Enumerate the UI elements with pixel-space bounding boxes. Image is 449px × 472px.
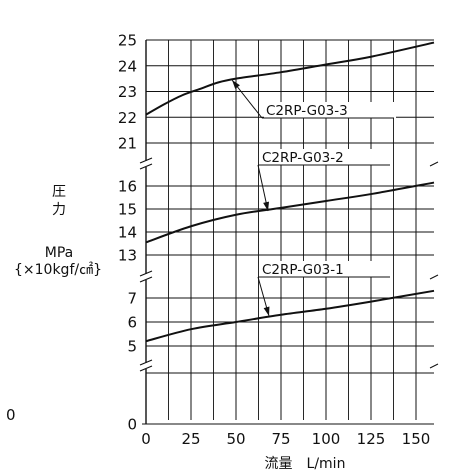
x-tick-label: 0 bbox=[141, 430, 151, 448]
series-leader-arrow bbox=[263, 201, 270, 211]
grid bbox=[145, 39, 434, 425]
series-label-bg bbox=[260, 149, 392, 165]
x-axis-label: 流量 L/min bbox=[265, 456, 346, 472]
axis-break-mark bbox=[139, 163, 153, 170]
y-tick-label: 15 bbox=[118, 201, 137, 219]
axes bbox=[139, 40, 439, 425]
y-axis-unit-alt: {×10kgf/㎠} bbox=[14, 262, 102, 278]
y-tick-label: 22 bbox=[118, 109, 137, 127]
x-tick-label: 25 bbox=[181, 430, 200, 448]
left-zero-label: 0 bbox=[6, 406, 16, 424]
y-tick-label: 7 bbox=[127, 290, 137, 308]
axis-break-mark bbox=[139, 359, 153, 366]
y-axis-label-line1: 圧 bbox=[52, 184, 66, 200]
axis-break-mark bbox=[139, 276, 153, 283]
series bbox=[145, 41, 435, 343]
series-label: C2RP-G03-1 bbox=[262, 262, 344, 278]
axis-break-gap bbox=[141, 161, 151, 167]
series-line bbox=[145, 41, 435, 116]
axis-break-mark bbox=[139, 157, 153, 164]
series-label-bg bbox=[260, 261, 392, 277]
axis-break-gap bbox=[141, 274, 151, 280]
y-tick-label: 25 bbox=[118, 32, 137, 50]
series-line bbox=[145, 289, 435, 343]
series-leader-arrow bbox=[263, 306, 270, 316]
y-tick-label: 16 bbox=[118, 178, 137, 196]
x-tick-label: 150 bbox=[402, 430, 431, 448]
y-tick-label: 0 bbox=[127, 416, 137, 434]
series-label: C2RP-G03-2 bbox=[262, 150, 344, 166]
axis-break-mark bbox=[429, 363, 439, 369]
axis-break-gap bbox=[141, 363, 151, 369]
y-axis-label-line2: 力 bbox=[52, 202, 66, 218]
y-tick-label: 23 bbox=[118, 83, 137, 101]
series-label-bg bbox=[264, 102, 396, 118]
axis-break-mark bbox=[429, 161, 439, 167]
y-tick-label: 21 bbox=[118, 135, 137, 153]
series-label: C2RP-G03-3 bbox=[266, 103, 348, 119]
x-tick-label: 100 bbox=[312, 430, 341, 448]
x-tick-label: 125 bbox=[357, 430, 386, 448]
y-tick-label: 14 bbox=[118, 224, 137, 242]
axis-break-mark bbox=[139, 270, 153, 277]
y-tick-label: 13 bbox=[118, 247, 137, 265]
axis-break-mark bbox=[429, 274, 439, 280]
x-tick-label: 50 bbox=[226, 430, 245, 448]
x-tick-label: 75 bbox=[271, 430, 290, 448]
series-line bbox=[145, 181, 435, 244]
y-axis-unit: MPa bbox=[45, 245, 73, 261]
y-tick-label: 6 bbox=[127, 314, 137, 332]
series-leader-arrow bbox=[232, 80, 240, 89]
axis-break-mark bbox=[139, 365, 153, 372]
y-tick-label: 5 bbox=[127, 338, 137, 356]
y-tick-label: 24 bbox=[118, 57, 137, 75]
